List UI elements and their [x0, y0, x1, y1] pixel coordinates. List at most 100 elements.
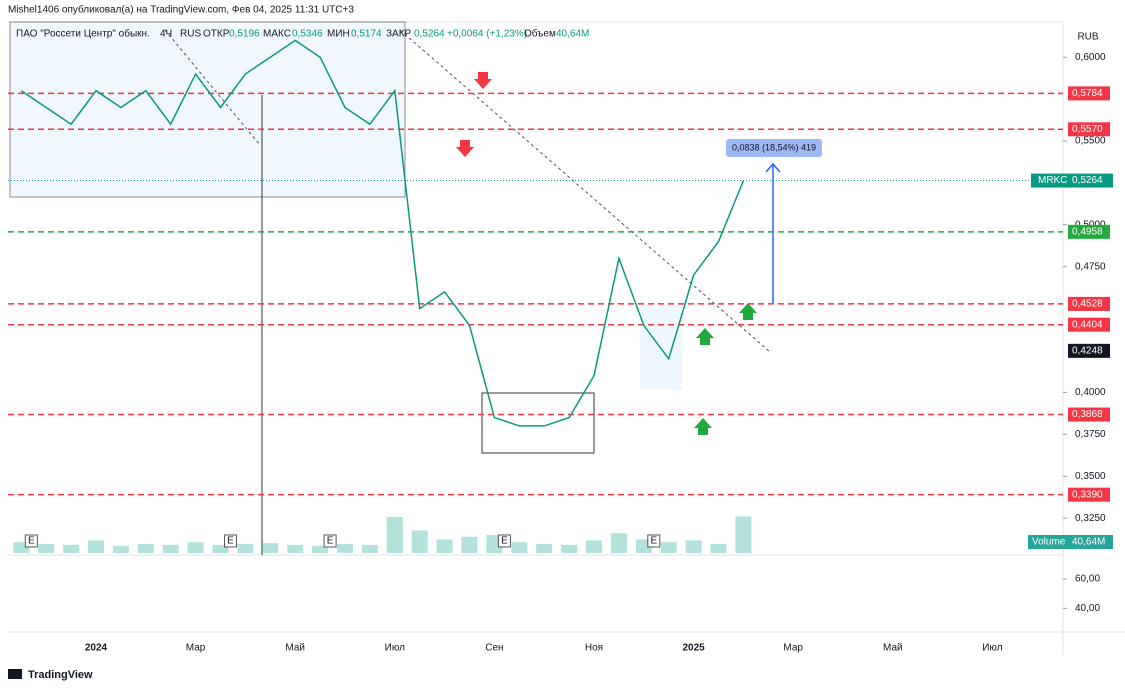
y-tick-label: 60,00 — [1075, 574, 1100, 585]
legend-value: 0,5196 — [229, 29, 260, 40]
price-tag-label: 0,5264 — [1072, 175, 1103, 186]
currency: RUB — [1077, 32, 1098, 43]
volume-bar — [88, 540, 104, 553]
price-tag — [1068, 122, 1110, 137]
event-marker: E — [28, 536, 35, 547]
volume-label: 40,64M — [1072, 537, 1105, 548]
legend-label: Объем — [524, 28, 556, 40]
price-tag — [1068, 407, 1110, 422]
y-tick-label: 0,4750 — [1075, 261, 1106, 272]
volume-bar — [337, 544, 353, 553]
volume-bar — [586, 540, 602, 553]
price-tag-label: 0,5570 — [1072, 124, 1103, 135]
trend-line — [399, 29, 771, 353]
volume-bar — [287, 544, 304, 553]
measure-box — [726, 139, 822, 157]
legend-value: 0,5346 — [292, 29, 323, 40]
x-tick-label: Сен — [485, 643, 503, 654]
event-marker: E — [327, 536, 334, 547]
x-tick-label: Июл — [385, 643, 405, 654]
volume-bar — [685, 540, 702, 553]
volume-name: Volume — [1032, 537, 1066, 548]
y-tick-label: 0,3750 — [1075, 429, 1106, 440]
price-tag — [1068, 296, 1110, 311]
legend-change: +0,0064 (+1,23%) — [447, 29, 527, 40]
price-tag-label: 0,5784 — [1072, 88, 1103, 99]
price-line — [20, 39, 745, 427]
price-tag-label: 0,4404 — [1072, 319, 1103, 330]
trend-line — [164, 29, 261, 146]
measure-label: 0,0838 (18,54%) 419 — [732, 142, 816, 152]
legend-label: ЗАКР — [386, 29, 412, 40]
price-tag-label: 0,4248 — [1072, 345, 1103, 356]
legend-value: 0,5174 — [351, 29, 382, 40]
volume-bar — [63, 544, 80, 553]
volume-bar — [112, 545, 129, 553]
price-tag-label: 0,4958 — [1072, 226, 1103, 237]
volume-bar — [561, 544, 578, 553]
event-marker: E — [501, 536, 508, 547]
legend-interval: 4Ч — [160, 29, 172, 40]
price-tag — [1068, 224, 1110, 239]
event-box — [497, 534, 511, 548]
event-marker: E — [227, 536, 234, 547]
volume-bar — [187, 542, 204, 553]
legend-value: 0,5264 — [414, 29, 445, 40]
volume-bar — [386, 517, 403, 553]
series-name: MRKC — [1038, 175, 1067, 186]
price-tag-label: 0,3390 — [1072, 489, 1103, 500]
legend-value: 40,64M — [556, 29, 589, 40]
x-tick-label: 2025 — [682, 643, 705, 654]
price-tag — [1031, 173, 1113, 188]
price-tag-label: 0,4528 — [1072, 299, 1103, 310]
y-tick-label: 0,4000 — [1075, 387, 1106, 398]
volume-bar — [461, 536, 478, 553]
event-marker: E — [650, 536, 657, 547]
price-tag — [1068, 343, 1110, 358]
brand: TradingView — [28, 669, 93, 681]
volume-bar — [610, 533, 627, 553]
x-tick-label: Ноя — [585, 643, 603, 654]
range-box — [481, 392, 595, 454]
volume-bar — [735, 516, 752, 553]
legend: ПАО "Россети Центр" обыкн. 4Ч RUS ОТКР 0… — [16, 28, 589, 40]
up-arrow — [739, 303, 757, 320]
volume-bar — [13, 542, 30, 553]
y-tick-label: 0,5500 — [1075, 136, 1106, 147]
volume-bar — [162, 544, 179, 553]
y-tick-label: 40,00 — [1075, 603, 1100, 614]
volume-bar — [212, 544, 229, 553]
volume-bar — [436, 539, 453, 553]
legend-symbol: ПАО "Россети Центр" обыкн. — [16, 28, 150, 40]
down-arrow — [456, 140, 474, 157]
x-tick-label: Июл — [982, 643, 1002, 654]
volume-bar — [312, 545, 329, 553]
x-tick-label: 2024 — [85, 643, 108, 654]
measure-arrow — [765, 162, 781, 173]
volume-bar — [38, 544, 55, 553]
up-arrow — [694, 418, 712, 435]
volume-bar — [710, 544, 727, 553]
x-tick-label: Май — [285, 643, 305, 654]
price-tag — [1068, 86, 1110, 101]
down-arrow — [474, 72, 492, 89]
header: Mishel1406 опубликовал(а) на TradingView… — [8, 4, 354, 16]
event-box — [224, 534, 237, 548]
price-tag — [1068, 317, 1110, 332]
event-box — [323, 534, 337, 548]
volume-bar — [237, 544, 254, 553]
volume-bar — [660, 542, 677, 553]
y-tick-label: 0,3250 — [1075, 513, 1106, 524]
price-tag-label: 0,3868 — [1072, 409, 1103, 420]
event-box — [647, 534, 661, 548]
legend-exchange: RUS — [180, 29, 201, 40]
event-box — [24, 534, 38, 548]
volume-bar — [536, 544, 553, 553]
x-tick-label: Мар — [783, 643, 803, 654]
price-tag — [1068, 487, 1110, 502]
legend-label: МАКС — [263, 29, 291, 40]
legend-label: МИН — [327, 29, 350, 40]
volume-bar — [262, 543, 279, 553]
range-box — [9, 21, 406, 198]
